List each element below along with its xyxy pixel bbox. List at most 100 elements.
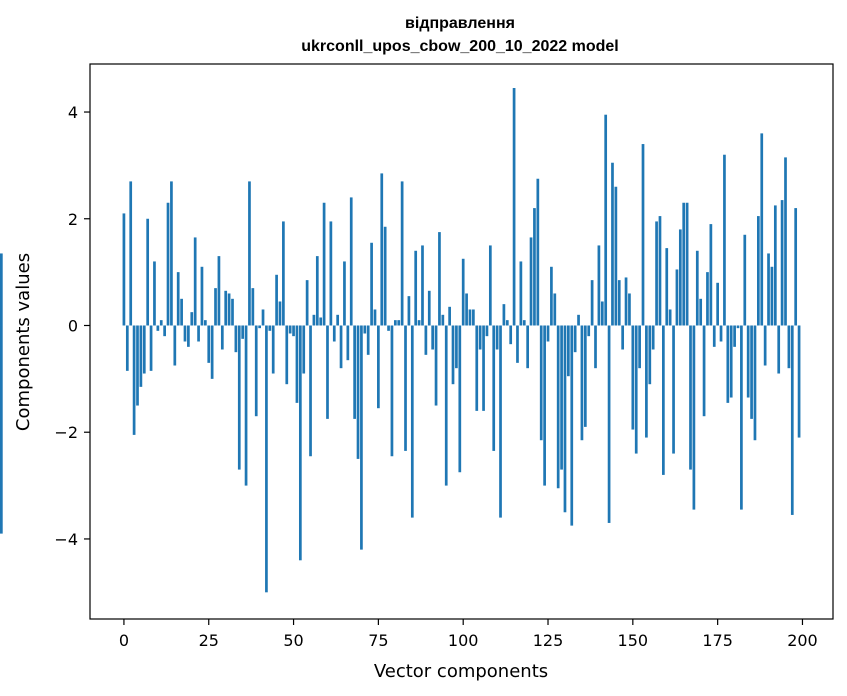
bar-197: [790, 325, 794, 515]
y-tick-label: −2: [54, 423, 78, 442]
bar-73: [370, 242, 373, 326]
x-tick-label: 125: [533, 631, 564, 650]
bar-194: [780, 200, 784, 326]
bar-98: [455, 325, 458, 369]
bar-182: [740, 325, 743, 510]
bar-168: [692, 325, 696, 510]
bar-190: [767, 253, 770, 326]
bar-186: [753, 325, 757, 441]
bar-80: [393, 320, 397, 326]
x-tick-label: 25: [199, 631, 219, 650]
bar-120: [529, 237, 533, 326]
bar-106: [482, 325, 485, 411]
bar-145: [614, 186, 618, 326]
bar-3: [132, 325, 136, 435]
bar-60: [326, 325, 329, 419]
bar-125: [546, 325, 550, 342]
bar-67: [349, 197, 353, 326]
bar-185: [750, 325, 753, 419]
x-tick-label: 75: [368, 631, 388, 650]
bar-141: [600, 301, 604, 326]
bar-143: [607, 325, 611, 523]
bar-18: [183, 325, 187, 342]
bar-19: [187, 325, 190, 347]
bar-72: [366, 325, 370, 355]
bar-40: [258, 325, 261, 329]
bar-70: [360, 325, 363, 550]
bar-76: [380, 173, 384, 326]
bar-201: [0, 253, 3, 326]
bar-47: [282, 221, 285, 326]
bar-54: [305, 280, 309, 326]
bar-135: [580, 325, 584, 441]
bar-142: [604, 114, 608, 326]
bar-105: [478, 325, 482, 350]
bar-133: [573, 325, 577, 353]
bar-122: [536, 178, 540, 326]
bar-126: [550, 266, 553, 326]
bar-21: [193, 237, 197, 326]
bar-139: [594, 325, 597, 369]
y-tick-label: 0: [68, 316, 78, 335]
bar-81: [397, 320, 401, 326]
bar-200: [0, 325, 3, 534]
bar-113: [505, 320, 509, 326]
bar-155: [648, 325, 652, 385]
bar-172: [706, 272, 709, 326]
bar-167: [689, 325, 692, 470]
bar-147: [621, 325, 625, 350]
bar-27: [214, 288, 217, 326]
bar-109: [492, 325, 496, 451]
bar-48: [285, 325, 289, 385]
bar-55: [309, 325, 312, 457]
bar-33: [234, 325, 238, 353]
bar-32: [231, 298, 234, 326]
bar-146: [617, 280, 621, 326]
bar-184: [746, 325, 750, 398]
bar-79: [390, 325, 394, 457]
bar-94: [441, 314, 445, 326]
bar-45: [275, 274, 278, 326]
bar-59: [322, 202, 326, 326]
bar-77: [383, 226, 387, 326]
bar-183: [743, 234, 747, 326]
bar-164: [678, 229, 682, 326]
x-axis-label: Vector components: [374, 661, 548, 682]
bar-24: [203, 320, 207, 326]
bar-1: [125, 325, 129, 371]
bar-163: [675, 269, 679, 326]
bar-193: [777, 325, 781, 374]
bar-68: [353, 325, 356, 419]
bar-37: [248, 181, 251, 326]
bar-110: [495, 325, 499, 350]
bar-64: [339, 325, 343, 369]
bar-107: [485, 325, 489, 337]
bar-136: [583, 325, 587, 427]
bar-38: [251, 288, 255, 326]
bar-124: [543, 325, 546, 486]
bar-74: [373, 309, 377, 326]
bar-178: [726, 325, 730, 403]
bar-195: [784, 157, 787, 326]
bar-112: [502, 304, 506, 326]
bar-30: [224, 290, 228, 326]
bar-31: [227, 293, 231, 326]
bar-179: [729, 325, 733, 398]
bar-188: [760, 133, 764, 326]
bar-177: [723, 154, 726, 326]
bar-117: [519, 261, 523, 326]
bar-149: [628, 293, 631, 326]
bar-148: [624, 277, 628, 326]
chart-title-line2: ukrconll_upos_cbow_200_10_2022 model: [301, 38, 618, 55]
bar-90: [427, 290, 431, 326]
bar-92: [434, 325, 438, 406]
bar-97: [451, 325, 455, 385]
bar-96: [448, 306, 451, 326]
bar-10: [156, 325, 160, 331]
bar-165: [682, 202, 686, 326]
bar-99: [458, 325, 462, 473]
bar-152: [638, 325, 641, 369]
bar-28: [217, 256, 221, 326]
x-tick-label: 100: [448, 631, 479, 650]
